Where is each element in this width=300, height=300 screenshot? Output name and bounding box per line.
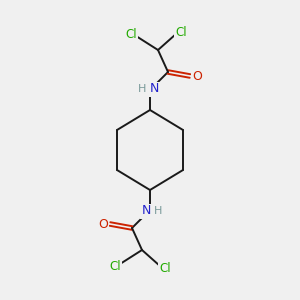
Text: H: H xyxy=(154,206,162,216)
Text: N: N xyxy=(149,82,159,95)
Text: O: O xyxy=(192,70,202,83)
Text: Cl: Cl xyxy=(125,28,137,40)
Text: N: N xyxy=(141,205,151,218)
Text: Cl: Cl xyxy=(109,260,121,272)
Text: Cl: Cl xyxy=(159,262,171,275)
Text: H: H xyxy=(138,84,146,94)
Text: Cl: Cl xyxy=(175,26,187,38)
Text: O: O xyxy=(98,218,108,230)
